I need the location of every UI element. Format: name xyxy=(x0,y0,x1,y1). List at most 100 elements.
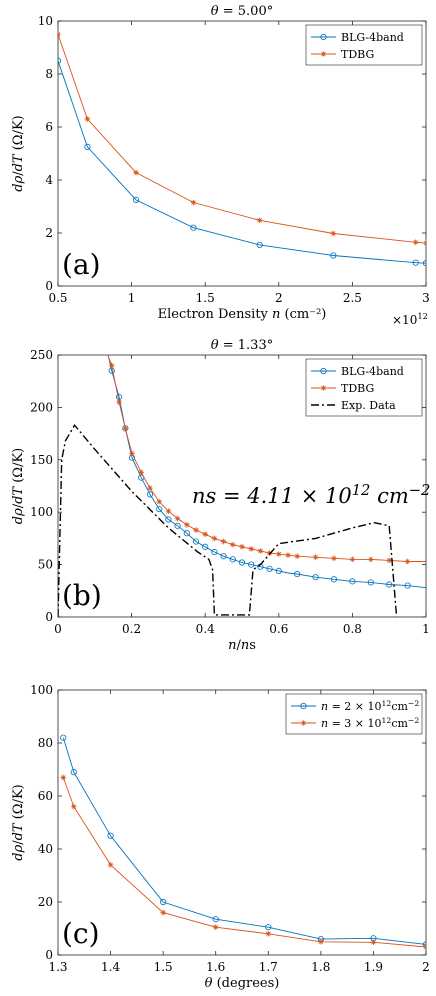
data-point-circle xyxy=(404,582,411,589)
data-point-star xyxy=(248,546,254,552)
panel-label: (c) xyxy=(62,917,100,950)
data-point-star xyxy=(312,554,319,561)
series-line-2 xyxy=(107,355,426,562)
chart-panel-2: 0 0.2 0.4 0.6 0.8 1 0 50 100 150 200 250 θ = 1.33° dρ… xyxy=(11,338,430,653)
y-tick-label: 200 xyxy=(30,400,53,414)
y-tick-label: 10 xyxy=(38,14,53,28)
data-point-circle xyxy=(156,505,163,513)
axes-box xyxy=(57,354,427,618)
data-point-star xyxy=(116,399,122,405)
y-tick-label: 2 xyxy=(45,226,53,240)
data-layer xyxy=(58,355,426,617)
legend-marker-star xyxy=(300,720,307,726)
data-point-star xyxy=(230,541,236,548)
legend-box xyxy=(305,24,423,66)
legend-label: n = 3 × 1012cm−2 xyxy=(321,716,419,731)
x-tick-label: 1.8 xyxy=(311,960,330,974)
data-point-star xyxy=(331,555,337,562)
legend: BLG-4band TDBG Exp. Data xyxy=(305,358,423,417)
data-point-star xyxy=(108,362,115,369)
legend-marker-star xyxy=(320,385,327,391)
x-axis-label: Electron Density n (cm⁻²) xyxy=(158,307,327,322)
y-tick-label: 0 xyxy=(45,948,53,962)
data-point-circle xyxy=(238,559,246,566)
data-point-star xyxy=(129,450,135,457)
data-point-star xyxy=(70,803,77,810)
data-point-circle xyxy=(202,543,209,550)
data-point-star xyxy=(190,199,197,206)
x-tick-label: 2 xyxy=(275,291,283,305)
x-tick-label: 1 xyxy=(128,291,136,305)
y-tick-label: 60 xyxy=(38,789,53,803)
data-point-circle xyxy=(312,574,319,581)
y-tick-label: 80 xyxy=(38,736,53,750)
data-point-star xyxy=(84,116,91,122)
data-point-star xyxy=(193,527,199,533)
chart-title: θ = 1.33° xyxy=(211,338,273,353)
y-tick-label: 20 xyxy=(38,895,53,909)
y-tick-label: 250 xyxy=(30,348,53,362)
y-tick-label: 0 xyxy=(45,610,53,624)
data-point-circle xyxy=(256,241,263,249)
density-annotation: ns = 4.11 × 1012 cm−2 xyxy=(192,482,430,509)
data-point-circle xyxy=(220,553,227,560)
data-point-circle xyxy=(146,491,154,498)
x-tick-label: 0.2 xyxy=(122,622,141,636)
data-point-star xyxy=(174,515,181,522)
data-point-circle xyxy=(265,924,272,931)
data-point-star xyxy=(147,485,153,491)
x-tick-label: 0.5 xyxy=(48,291,67,305)
data-point-circle xyxy=(190,224,197,231)
data-point-circle xyxy=(192,538,200,545)
x-tick-label: 1.7 xyxy=(259,960,278,974)
data-point-star xyxy=(133,169,139,176)
y-tick-label: 8 xyxy=(45,67,53,81)
y-tick-label: 50 xyxy=(38,558,53,572)
data-point-star xyxy=(107,862,114,868)
data-point-star xyxy=(412,239,419,246)
data-point-star xyxy=(156,498,162,505)
y-tick-label: 0 xyxy=(45,279,53,293)
data-point-star xyxy=(60,774,67,781)
series-line-1 xyxy=(62,737,426,945)
chart-title: θ = 5.00° xyxy=(211,4,273,19)
data-point-star xyxy=(285,552,291,558)
data-point-star xyxy=(370,939,377,946)
x-tick-label: 0 xyxy=(54,622,62,636)
data-point-circle xyxy=(294,570,301,578)
series-line-1 xyxy=(58,60,426,264)
data-point-circle xyxy=(412,259,419,266)
x-tick-label: 1.5 xyxy=(196,291,215,305)
data-point-circle xyxy=(160,898,167,906)
data-point-circle xyxy=(132,196,140,203)
data-point-circle xyxy=(422,260,426,267)
legend-marker-circle xyxy=(320,33,327,41)
x-tick-label: 1.4 xyxy=(101,960,120,974)
data-point-circle xyxy=(212,916,219,923)
data-point-star xyxy=(138,469,144,476)
chart-panel-1: 0.5 1 1.5 2 2.5 3 0 2 4 6 8 10 θ = 5.00° dρ/dT (Ω/K) E… xyxy=(11,4,430,327)
series-line-2 xyxy=(62,777,426,948)
data-point-circle xyxy=(275,567,282,574)
data-point-star xyxy=(276,551,282,557)
data-point-star xyxy=(368,556,374,563)
x-tick-label: 1.9 xyxy=(364,960,383,974)
data-point-circle xyxy=(107,832,114,839)
x-tick-label: 2.5 xyxy=(343,291,362,305)
panel-label: (b) xyxy=(62,579,102,612)
legend-box xyxy=(285,693,423,735)
chart-panel-3: 1.3 1.4 1.5 1.6 1.7 1.8 1.9 2020406080100dρ/dT … xyxy=(11,683,430,991)
data-point-star xyxy=(256,217,263,224)
legend-label: Exp. Data xyxy=(341,399,396,412)
legend-label: BLG-4band xyxy=(341,31,404,44)
data-point-circle xyxy=(183,530,190,537)
data-point-star xyxy=(160,909,166,916)
data-point-star xyxy=(239,543,245,550)
legend-marker-star xyxy=(320,51,327,57)
legend-marker-circle xyxy=(300,702,307,710)
y-tick-label: 150 xyxy=(30,453,53,467)
data-point-star xyxy=(265,931,272,937)
data-layer xyxy=(60,734,426,950)
y-axis-label: dρ/dT (Ω/K) xyxy=(11,784,26,861)
